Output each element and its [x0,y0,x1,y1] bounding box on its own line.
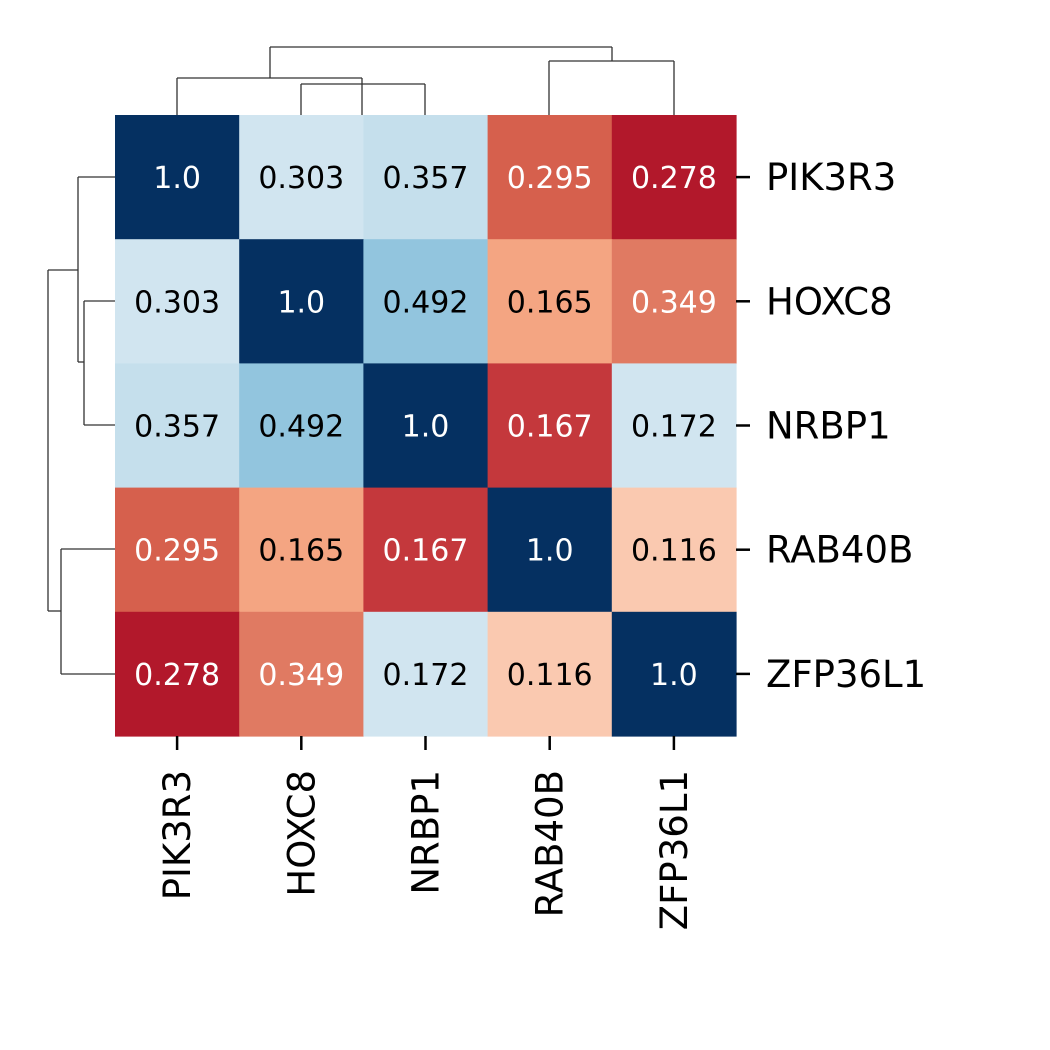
heatmap-cell [115,363,240,489]
cell-value-label: 0.295 [134,534,220,569]
y-axis: PIK3R3 HOXC8 NRBP1 RAB40B ZFP36L1 [736,156,926,696]
cell-value-label: 0.492 [258,410,344,445]
heatmap-cell [115,611,240,737]
x-tick-label: PIK3R3 [156,770,199,900]
y-tick-label: NRBP1 [766,405,891,448]
y-tick-label: ZFP36L1 [766,653,926,696]
cell-value-label: 1.0 [277,285,325,320]
x-tick-label: NRBP1 [405,770,448,895]
heatmap-cell [487,115,613,240]
cell-value-label: 0.303 [258,161,344,196]
heatmap-cell [239,487,364,613]
heatmap-cell [115,239,240,364]
heatmap-grid: 1.0 0.303 0.357 0.295 0.278 0.303 1.0 0.492 0.16… [115,115,737,737]
heatmap-cell [115,115,240,240]
cell-value-label: 0.278 [134,658,220,693]
cell-value-label: 0.303 [134,285,220,320]
x-tick-label: HOXC8 [280,770,323,897]
cell-value-label: 0.349 [258,658,344,693]
cell-value-label: 0.172 [383,658,469,693]
x-tick-label: RAB40B [529,770,572,917]
cell-value-label: 0.357 [383,161,469,196]
heatmap-cell [611,239,737,364]
heatmap-cell [363,611,489,737]
heatmap-cell [611,487,737,613]
cell-value-label: 1.0 [402,410,450,445]
cell-value-label: 0.492 [383,285,469,320]
heatmap-cell [487,239,613,364]
cell-value-label: 0.172 [631,410,717,445]
heatmap-cell [611,115,737,240]
cell-value-label: 0.167 [507,410,593,445]
cell-value-label: 0.349 [631,285,717,320]
cell-value-label: 0.116 [631,534,717,569]
heatmap-cell [115,487,240,613]
heatmap-cell [487,611,613,737]
heatmap-cell [363,239,489,364]
heatmap-cell [487,487,613,613]
heatmap-cell [239,239,364,364]
heatmap-cell [239,611,364,737]
y-tick-label: HOXC8 [766,280,893,323]
y-tick-label: PIK3R3 [766,156,896,199]
heatmap-cell [239,363,364,489]
heatmap-cell [611,363,737,489]
column-dendrogram [176,46,675,115]
cell-value-label: 0.278 [631,161,717,196]
row-dendrogram [47,176,115,675]
heatmap-cell [363,115,489,240]
cell-value-label: 0.167 [383,534,469,569]
cell-value-label: 1.0 [526,534,574,569]
heatmap-cell [363,487,489,613]
x-axis: PIK3R3 HOXC8 NRBP1 RAB40B ZFP36L1 [156,736,696,930]
y-tick-label: RAB40B [766,529,913,572]
cell-value-label: 1.0 [153,161,201,196]
x-tick-label: ZFP36L1 [653,770,696,930]
cell-value-label: 0.165 [507,285,593,320]
cell-value-label: 1.0 [650,658,698,693]
heatmap-cell [239,115,364,240]
heatmap-cell [611,611,737,737]
heatmap-cell [487,363,613,489]
cell-value-label: 0.357 [134,410,220,445]
heatmap-cell [363,363,489,489]
cell-value-label: 0.295 [507,161,593,196]
cell-value-label: 0.116 [507,658,593,693]
cell-value-label: 0.165 [258,534,344,569]
